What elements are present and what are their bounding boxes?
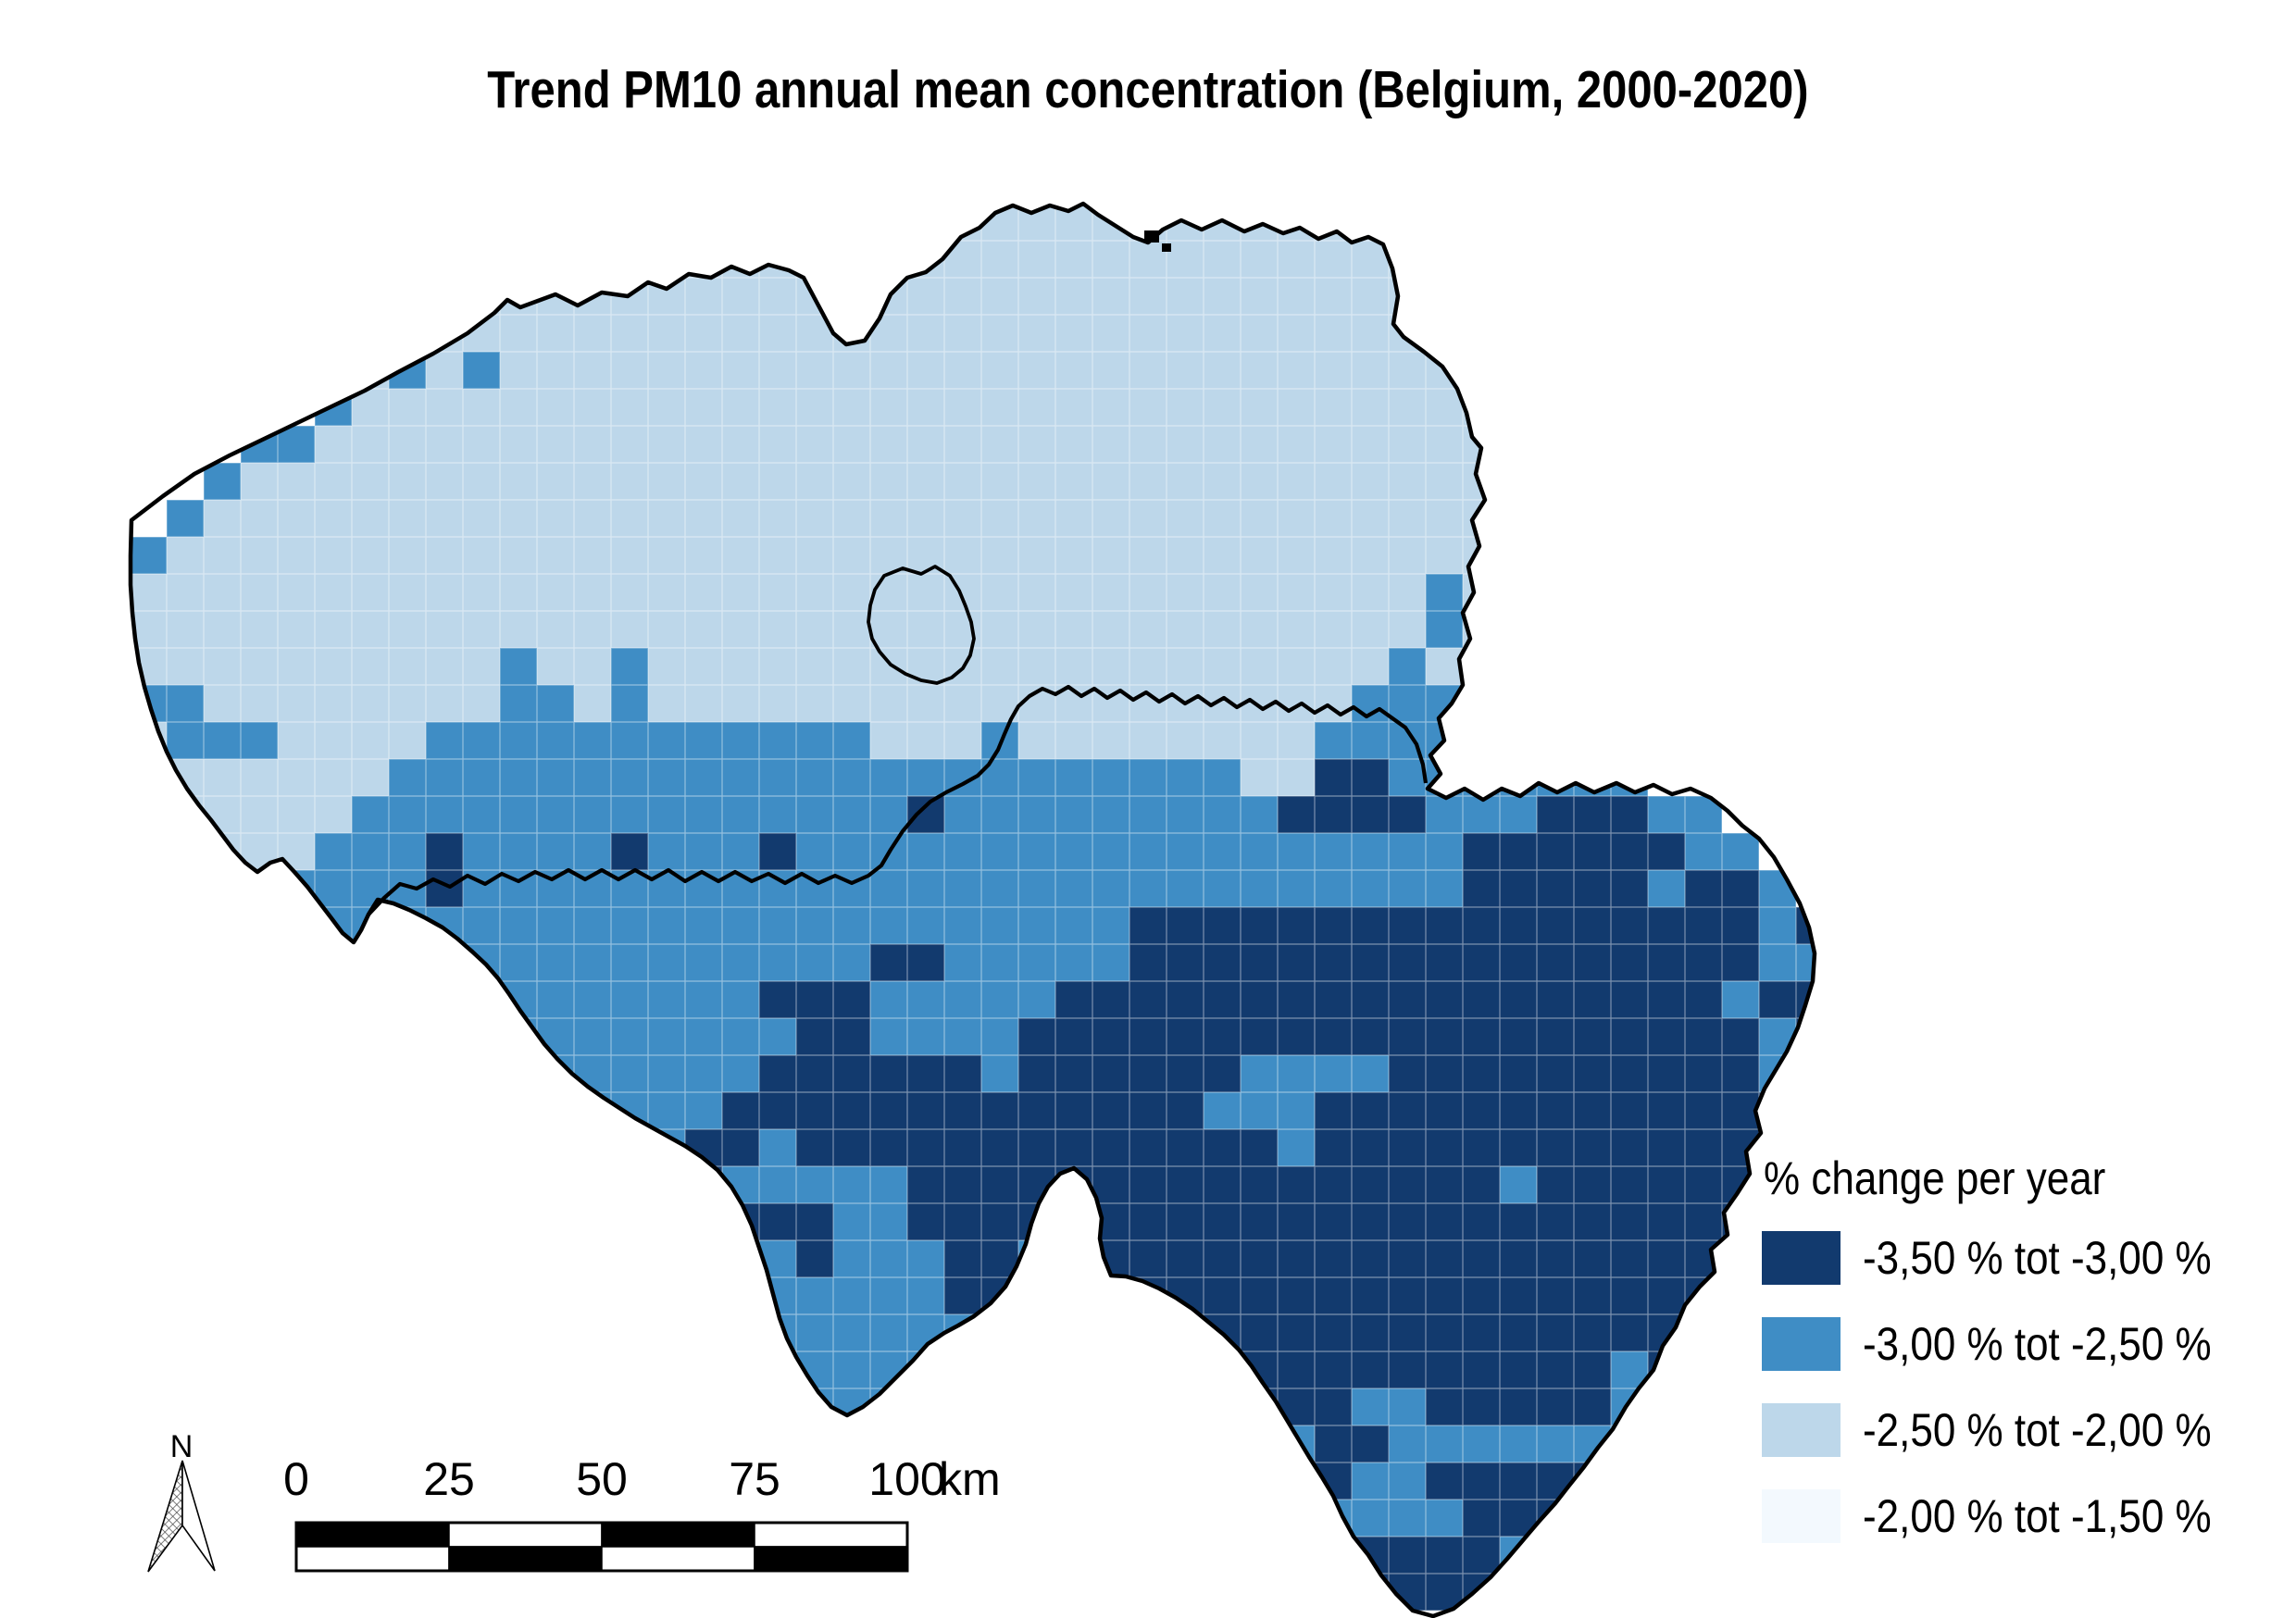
legend-item-medium: -3,00 % tot -2,50 %: [1762, 1317, 2259, 1371]
pm10-grid-cells: [131, 204, 1815, 1611]
legend-swatch-light: [1762, 1403, 1841, 1457]
north-arrow-left-wing: [147, 1460, 183, 1573]
country-border: [128, 201, 1817, 1618]
legend-swatch-dark: [1762, 1231, 1841, 1285]
baarle-exclave-dots: [1144, 230, 1171, 252]
legend-label: -2,00 % tot -1,50 %: [1863, 1490, 2212, 1542]
scale-tick-0: 0: [283, 1453, 309, 1505]
grid-lines: [131, 204, 1815, 1612]
legend-swatch-palest: [1762, 1489, 1841, 1543]
page-title-text: Trend PM10 annual mean concentration (Be…: [487, 60, 1809, 119]
map-legend: % change per year -3,50 % tot -3,00 % -3…: [1762, 1151, 2259, 1575]
page-title: Trend PM10 annual mean concentration (Be…: [0, 59, 2296, 120]
legend-item-light: -2,50 % tot -2,00 %: [1762, 1403, 2259, 1457]
scale-unit: km: [939, 1453, 1001, 1505]
scale-bar-frame: [294, 1521, 909, 1573]
region-border-flanders-wallonia: [367, 684, 1429, 916]
north-arrow-right-wing: [181, 1460, 216, 1572]
legend-item-dark: -3,50 % tot -3,00 %: [1762, 1231, 2259, 1285]
scale-tick-25: 25: [423, 1453, 475, 1505]
north-label: N: [170, 1429, 193, 1464]
scale-bar: 0 25 50 75 100 km: [283, 1453, 1001, 1573]
north-arrow: N: [147, 1429, 216, 1573]
scale-tick-50: 50: [576, 1453, 628, 1505]
scale-tick-100: 100: [868, 1453, 945, 1505]
legend-swatch-medium: [1762, 1317, 1841, 1371]
brussels-enclave-border: [867, 565, 976, 685]
legend-label: -3,00 % tot -2,50 %: [1863, 1318, 2212, 1370]
legend-item-palest: -2,00 % tot -1,50 %: [1762, 1489, 2259, 1543]
legend-title: % change per year: [1764, 1152, 2106, 1204]
scale-tick-75: 75: [729, 1453, 780, 1505]
legend-label: -3,50 % tot -3,00 %: [1863, 1232, 2212, 1284]
scale-bar-checker: [295, 1522, 908, 1572]
legend-label: -2,50 % tot -2,00 %: [1863, 1404, 2212, 1456]
